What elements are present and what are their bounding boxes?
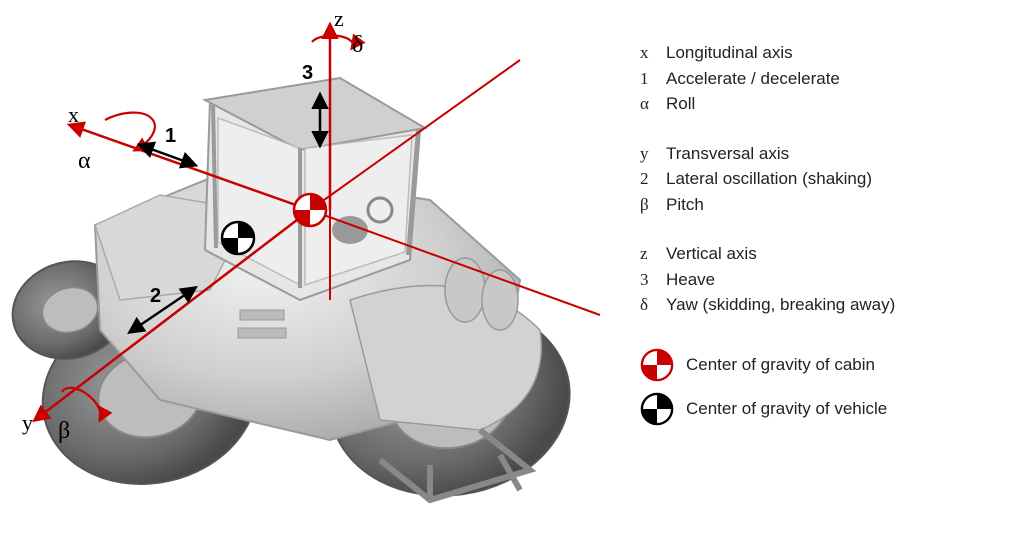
- axis-x-label: x: [68, 102, 79, 128]
- legend-text: Accelerate / decelerate: [666, 66, 840, 92]
- legend-group-z: z Vertical axis 3 Heave δ Yaw (skidding,…: [640, 241, 1010, 318]
- axis-y-label: y: [22, 410, 33, 436]
- legend-row: 3 Heave: [640, 267, 1010, 293]
- legend-panel: x Longitudinal axis 1 Accelerate / decel…: [640, 40, 1010, 426]
- legend-cog-cabin: Center of gravity of cabin: [640, 348, 1010, 382]
- legend-text: Yaw (skidding, breaking away): [666, 292, 895, 318]
- legend-row: y Transversal axis: [640, 141, 1010, 167]
- legend-text: Roll: [666, 91, 695, 117]
- axis-z-greek: δ: [352, 32, 363, 59]
- legend-text: Vertical axis: [666, 241, 757, 267]
- legend-row: β Pitch: [640, 192, 1010, 218]
- axis-x-greek: α: [78, 148, 91, 175]
- axis-z-num: 3: [302, 62, 313, 85]
- legend-cog-vehicle: Center of gravity of vehicle: [640, 392, 1010, 426]
- axis-y-greek: β: [58, 418, 70, 445]
- axis-z-label: z: [334, 6, 344, 32]
- cog-vehicle-legend-icon: [640, 392, 674, 426]
- legend-row: 1 Accelerate / decelerate: [640, 66, 1010, 92]
- legend-symbol: 3: [640, 267, 662, 293]
- legend-symbol: z: [640, 241, 662, 267]
- legend-symbol: x: [640, 40, 662, 66]
- axis-x-num: 1: [165, 125, 176, 148]
- legend-text: Transversal axis: [666, 141, 789, 167]
- legend-symbol: δ: [640, 292, 662, 318]
- legend-text: Heave: [666, 267, 715, 293]
- legend-symbol: y: [640, 141, 662, 167]
- legend-symbol: 2: [640, 166, 662, 192]
- legend-row: δ Yaw (skidding, breaking away): [640, 292, 1010, 318]
- legend-group-y: y Transversal axis 2 Lateral oscillation…: [640, 141, 1010, 218]
- legend-cog-label: Center of gravity of vehicle: [686, 396, 887, 422]
- legend-symbol: β: [640, 192, 662, 218]
- cog-cabin-icon: [292, 192, 328, 228]
- legend-text: Pitch: [666, 192, 704, 218]
- legend-symbol: α: [640, 91, 662, 117]
- legend-row: x Longitudinal axis: [640, 40, 1010, 66]
- legend-group-x: x Longitudinal axis 1 Accelerate / decel…: [640, 40, 1010, 117]
- legend-symbol: 1: [640, 66, 662, 92]
- diagram-panel: x α 1 y β 2 z δ 3: [0, 0, 620, 539]
- legend-row: α Roll: [640, 91, 1010, 117]
- cog-cabin-legend-icon: [640, 348, 674, 382]
- cog-vehicle-icon: [220, 220, 256, 256]
- legend-text: Longitudinal axis: [666, 40, 793, 66]
- legend-cog-section: Center of gravity of cabin Center of gra…: [640, 348, 1010, 426]
- legend-row: 2 Lateral oscillation (shaking): [640, 166, 1010, 192]
- legend-cog-label: Center of gravity of cabin: [686, 352, 875, 378]
- legend-row: z Vertical axis: [640, 241, 1010, 267]
- legend-text: Lateral oscillation (shaking): [666, 166, 872, 192]
- axis-y-num: 2: [150, 285, 161, 308]
